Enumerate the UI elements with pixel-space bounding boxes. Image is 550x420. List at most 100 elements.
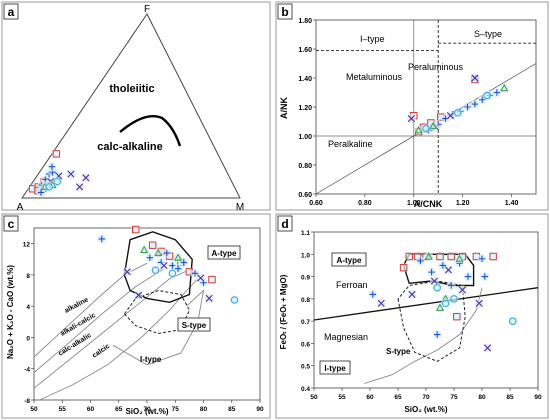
x-tick-label: 90 (256, 406, 264, 413)
panel-b-point (482, 90, 492, 100)
field-calc-alkaline: calc-alkaline (97, 141, 162, 153)
panel-d-ticks: 50 55 60 65 70 75 80 85 90 0.4 0.5 0.6 0.7 0.8 0.9 1.0 1… (301, 230, 542, 401)
panel-d-point (449, 294, 459, 304)
panel-b-points (406, 73, 509, 137)
panel-c-point (145, 253, 155, 263)
panel-d-point (480, 272, 490, 282)
panel-b-point (428, 121, 438, 131)
i-type-field-d (364, 287, 483, 384)
x-tick-label: 80 (200, 406, 208, 413)
x-tick-label: 1.00 (407, 200, 421, 207)
panel-a-point (44, 182, 54, 192)
panel-a-point (75, 182, 85, 192)
x-tick-label: 55 (59, 406, 67, 413)
panel-d-point (399, 263, 409, 273)
x-tick-label: 55 (338, 394, 346, 401)
x-tick-label: 90 (534, 394, 542, 401)
y-tick-label: 1.00 (298, 134, 312, 141)
panel-c-point (162, 248, 172, 258)
label-i-type-d: I-type (324, 364, 346, 373)
alkaline-boundary (33, 262, 148, 358)
panel-c-xlabel: SiO₂ (wt.%) (125, 407, 168, 416)
field-magnesian: Magnesian (324, 332, 368, 342)
field-tholeiitic: tholeiitic (109, 83, 154, 95)
y-tick-label: 12 (23, 242, 31, 249)
y-tick-label: 0.9 (301, 275, 310, 282)
panel-c-point (230, 295, 240, 305)
panel-d-point (427, 267, 437, 277)
panel-c-point (167, 268, 177, 278)
y-tick-label: 0 (26, 335, 30, 342)
panel-b-xlabel: A/CNK (414, 199, 443, 209)
panel-b-frame (275, 1, 549, 211)
y-tick-label: 0.80 (298, 163, 312, 170)
panel-c-point (134, 290, 144, 300)
panel-c-point (122, 267, 132, 277)
x-tick-label: 75 (172, 406, 180, 413)
panel-a-letter-text: a (8, 5, 15, 19)
panel-b-point (453, 108, 463, 118)
panel-b-ylabel: A/NK (279, 97, 289, 119)
panel-c-point (204, 293, 214, 303)
y-tick-label: 0.6 (301, 341, 310, 348)
apex-m-label: M (236, 202, 244, 213)
label-a-type-box-d: A-type (331, 252, 367, 267)
panel-d-frame (275, 213, 549, 419)
panel-b-point (421, 124, 431, 134)
x-tick-label: 75 (450, 394, 458, 401)
panel-b-chart: 0.60 0.80 1.00 1.20 1.40 0.60 0.80 1.00 1.20 1.40… (279, 18, 537, 209)
x-tick-label: 65 (394, 394, 402, 401)
panel-d-point (368, 289, 378, 299)
field-peralkaline: Peralkaline (328, 139, 373, 149)
panel-d-point (432, 283, 442, 293)
field-ferroan: Ferroan (336, 280, 368, 290)
panel-b-letter: b (277, 3, 293, 20)
x-tick-label: 85 (228, 406, 236, 413)
panel-c-point (148, 240, 158, 250)
y-tick-label: 1.40 (298, 76, 312, 83)
panel-c-frame (1, 213, 271, 419)
panel-b-point (470, 99, 480, 109)
panel-d-ylabel: FeOₜ / (FeOₜ + MgO) (279, 274, 288, 349)
panel-b-point (445, 111, 455, 121)
panel-c-point (150, 265, 160, 275)
x-tick-label: 60 (366, 394, 374, 401)
panel-c-point (173, 253, 183, 263)
y-tick-label: 0.5 (301, 364, 310, 371)
y-tick-label: -8 (24, 398, 30, 405)
panel-d-chart: 50 55 60 65 70 75 80 85 90 0.4 0.5 0.6 0.7 0.8 0.9 1.0 1… (279, 230, 542, 414)
panel-a-letter: a (3, 3, 19, 20)
panel-d-xlabel: SiO₂ (wt.%) (404, 405, 447, 414)
panel-c-letter: c (3, 215, 19, 232)
panel-c-letter-text: c (8, 217, 15, 231)
panel-d-letter: d (277, 215, 293, 232)
panel-d-point (435, 252, 445, 262)
x-tick-label: 65 (115, 406, 123, 413)
panel-c-ticks: 50 55 60 65 70 75 80 85 90 -8 -4 0 4 8 12 (23, 242, 264, 413)
panel-b-point (499, 83, 509, 93)
panel-d-point (463, 272, 473, 282)
panel-a-point (51, 149, 61, 159)
panel-c-point (153, 248, 163, 258)
panel-c-points (97, 225, 240, 305)
y-tick-label: 1.60 (298, 47, 312, 54)
panel-a-point (47, 162, 57, 172)
panel-d-point (455, 254, 465, 264)
panel-b-ticks: 0.60 0.80 1.00 1.20 1.40 0.60 0.80 1.00 1.20 1.40… (298, 18, 518, 207)
x-tick-label: 50 (30, 406, 38, 413)
field-peraluminous: Peraluminous (408, 62, 464, 72)
panel-c-point (159, 261, 169, 271)
x-tick-label: 70 (422, 394, 430, 401)
x-tick-label: 85 (506, 394, 514, 401)
panel-a-point (66, 169, 76, 179)
calcic-boundary (39, 278, 199, 401)
panel-b-letter-text: b (281, 5, 288, 19)
panel-c-point (196, 273, 206, 283)
ternary-triangle (21, 13, 241, 199)
panel-a-point (52, 176, 62, 186)
x-tick-label: 70 (143, 406, 151, 413)
panel-d-point (443, 265, 453, 275)
panel-d-point (407, 289, 417, 299)
y-tick-label: 1.1 (301, 230, 310, 237)
